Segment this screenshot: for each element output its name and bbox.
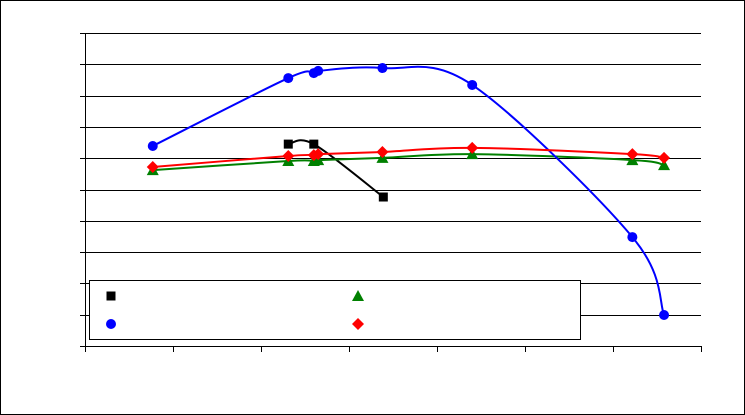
marker-diamond [352, 318, 364, 330]
marker-circle [313, 65, 324, 76]
marker-diamond [146, 160, 159, 173]
marker-circle [467, 79, 478, 90]
marker-diamond [312, 148, 325, 161]
marker-circle [283, 73, 294, 84]
legend-item [106, 291, 116, 301]
marker-circle [659, 310, 670, 321]
legend-item [352, 290, 364, 301]
marker-square [106, 291, 116, 301]
marker-square [283, 139, 293, 149]
marker-triangle [352, 290, 364, 301]
marker-circle [377, 63, 388, 74]
legend-item [106, 319, 116, 329]
marker-diamond [626, 148, 639, 161]
marker-square [378, 192, 388, 202]
marker-circle [147, 140, 158, 151]
marker-triangle [658, 159, 671, 171]
legend-box [89, 280, 581, 340]
legend-item [352, 318, 364, 330]
marker-square [309, 139, 319, 149]
marker-circle [106, 319, 116, 329]
marker-circle [627, 232, 638, 243]
marker-diamond [376, 145, 389, 158]
marker-diamond [658, 151, 671, 164]
legend [89, 280, 581, 340]
marker-diamond [466, 141, 479, 154]
marker-diamond [282, 150, 295, 163]
